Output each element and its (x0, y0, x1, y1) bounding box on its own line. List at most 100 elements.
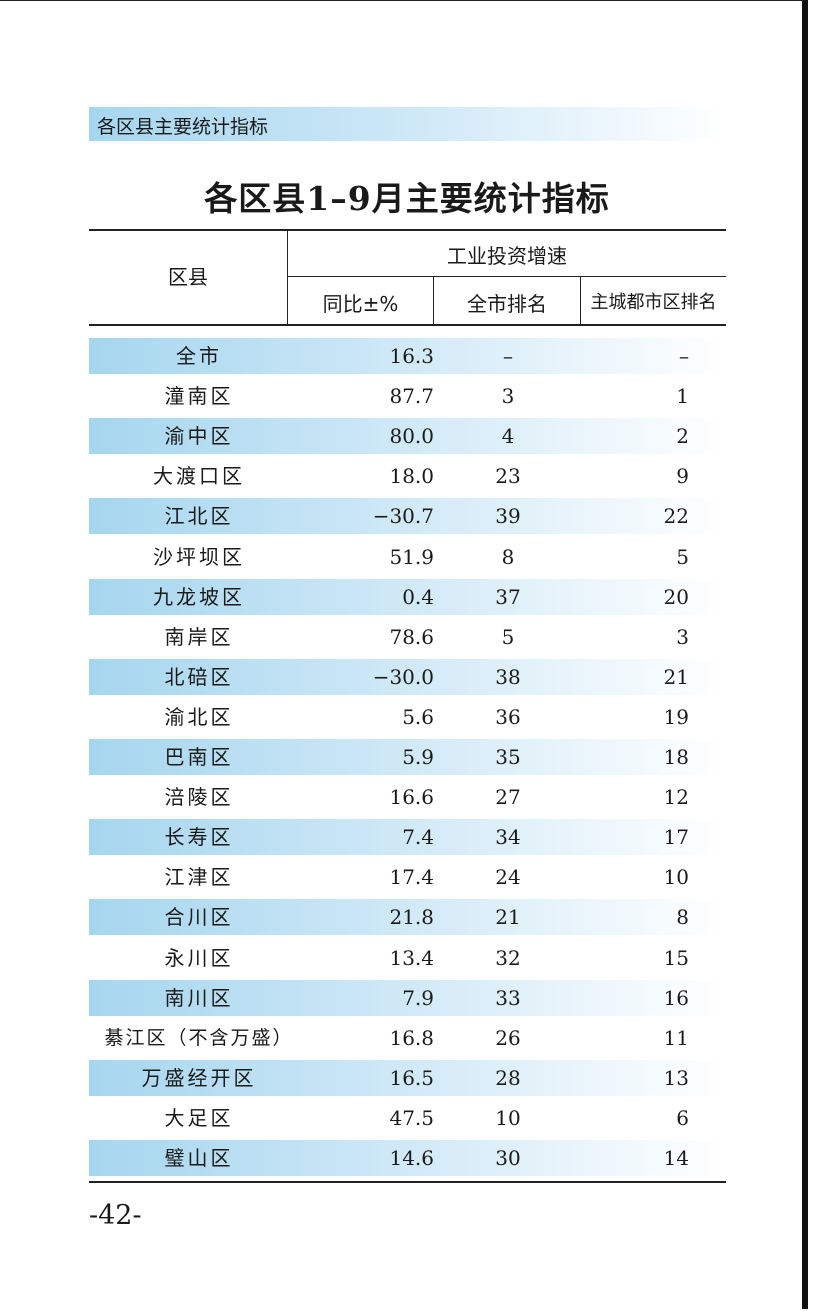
district-name: 江津区 (164, 865, 234, 890)
city-rank-value: 38 (495, 664, 521, 689)
main-rank-value: 5 (676, 544, 689, 569)
table-title: 各区县1–9月主要统计指标 (204, 179, 610, 218)
district-name: 渝中区 (164, 424, 234, 449)
table-row: 涪陵区 16.6 27 12 (89, 779, 725, 815)
header-industrial-investment: 工业投资增速 (447, 244, 567, 268)
table-row: 沙坪坝区 51.9 8 5 (89, 539, 725, 575)
district-name: 全市 (176, 344, 222, 368)
yoy-value: 16.5 (389, 1065, 434, 1090)
yoy-value: 47.5 (389, 1105, 434, 1130)
header-main-rank: 主城都市区排名 (590, 292, 717, 313)
district-name: 沙坪坝区 (153, 544, 245, 569)
yoy-value: 7.9 (402, 985, 434, 1010)
yoy-value: −30.7 (372, 504, 434, 529)
city-rank-value: – (503, 344, 513, 368)
table-row: 北碚区 −30.0 38 21 (89, 658, 725, 695)
city-rank-value: 21 (495, 905, 521, 930)
city-rank-value: 34 (495, 825, 521, 850)
district-name: 涪陵区 (164, 785, 234, 810)
district-name: 北碚区 (164, 664, 234, 689)
main-rank-value: 6 (676, 1105, 689, 1130)
table-row: 江北区 −30.7 39 22 (89, 498, 725, 535)
district-name: 南川区 (164, 985, 234, 1010)
table-row: 长寿区 7.4 34 17 (89, 819, 725, 856)
district-name: 江北区 (164, 504, 234, 529)
yoy-value: 80.0 (389, 424, 434, 449)
main-rank-value: 2 (676, 424, 689, 449)
main-rank-value: 16 (663, 985, 689, 1010)
main-rank-value: 19 (663, 704, 689, 729)
city-rank-value: 35 (495, 745, 521, 769)
city-rank-value: 3 (501, 384, 515, 409)
table-row: 大渡口区 18.0 23 9 (89, 458, 725, 494)
main-rank-value: 22 (663, 504, 689, 529)
section-header-band: 各区县主要统计指标 (89, 107, 725, 141)
city-rank-value: 27 (495, 785, 521, 810)
page-number: -42- (89, 1200, 142, 1231)
district-name: 长寿区 (164, 825, 234, 850)
table-row: 綦江区（不含万盛） 16.8 26 11 (89, 1020, 725, 1056)
table-row: 江津区 17.4 24 10 (89, 859, 725, 895)
table-row: 合川区 21.8 21 8 (89, 899, 725, 936)
header-divider-3 (580, 277, 581, 325)
city-rank-value: 10 (495, 1105, 521, 1130)
city-rank-value: 26 (495, 1025, 521, 1050)
main-rank-value: 10 (663, 865, 689, 890)
yoy-value: 13.4 (389, 945, 434, 970)
main-rank-value: – (679, 344, 689, 368)
main-rank-value: 11 (663, 1025, 689, 1050)
table-row: 璧山区 14.6 30 14 (89, 1140, 725, 1176)
header-yoy: 同比±% (322, 292, 399, 316)
main-rank-value: 12 (663, 785, 689, 810)
district-name: 永川区 (164, 945, 234, 970)
main-rank-value: 8 (676, 905, 689, 930)
yoy-value: 18.0 (389, 464, 434, 489)
section-label: 各区县主要统计指标 (97, 116, 269, 138)
city-rank-value: 5 (501, 624, 515, 649)
district-name: 渝北区 (164, 704, 234, 729)
table-row: 巴南区 5.9 35 18 (89, 739, 725, 775)
main-rank-value: 15 (663, 945, 689, 970)
header-district: 区县 (168, 265, 208, 289)
yoy-value: 51.9 (389, 544, 434, 569)
district-name: 南岸区 (164, 624, 234, 649)
district-name: 巴南区 (164, 745, 234, 769)
yoy-value: 16.3 (389, 344, 434, 368)
main-rank-value: 1 (676, 384, 689, 409)
table-row: 大足区 47.5 10 6 (89, 1100, 725, 1136)
main-rank-value: 21 (663, 664, 689, 689)
district-name: 合川区 (164, 905, 234, 930)
table-row: 潼南区 87.7 3 1 (89, 378, 725, 414)
main-rank-value: 20 (663, 584, 689, 609)
city-rank-value: 28 (495, 1065, 521, 1090)
yoy-value: 5.6 (402, 704, 434, 729)
city-rank-value: 32 (495, 945, 521, 970)
table-row: 九龙坡区 0.4 37 20 (89, 578, 725, 615)
yoy-value: 78.6 (389, 624, 434, 649)
city-rank-value: 30 (495, 1146, 521, 1170)
city-rank-value: 4 (501, 424, 515, 449)
main-rank-value: 17 (663, 825, 689, 850)
table-row: 南岸区 78.6 5 3 (89, 619, 725, 655)
district-name: 万盛经开区 (141, 1065, 257, 1090)
city-rank-value: 24 (495, 865, 521, 890)
district-name: 大渡口区 (153, 464, 245, 489)
yoy-value: 87.7 (389, 384, 434, 409)
yoy-value: 5.9 (402, 745, 434, 769)
table-top-rule (89, 229, 726, 231)
table-row: 渝中区 80.0 4 2 (89, 418, 725, 455)
yoy-value: 21.8 (389, 905, 434, 930)
main-rank-value: 18 (663, 745, 689, 769)
header-divider-1 (287, 230, 288, 325)
table-row: 南川区 7.9 33 16 (89, 979, 725, 1016)
main-rank-value: 14 (663, 1146, 689, 1170)
district-name: 璧山区 (164, 1146, 234, 1170)
table-row: 全市 16.3 – – (89, 338, 725, 374)
yoy-value: 7.4 (402, 825, 434, 850)
table-row: 万盛经开区 16.5 28 13 (89, 1059, 725, 1096)
header-divider-2 (433, 277, 434, 325)
table-bottom-rule (89, 1181, 726, 1183)
header-city-rank: 全市排名 (467, 292, 547, 316)
city-rank-value: 23 (495, 464, 521, 489)
